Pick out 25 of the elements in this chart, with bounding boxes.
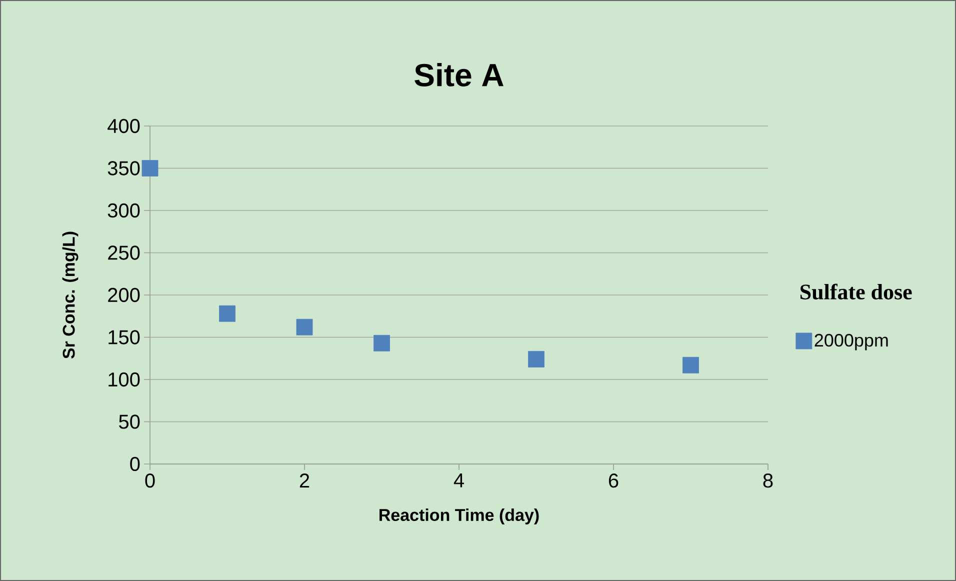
legend-title: Sulfate dose: [800, 284, 912, 300]
x-tick-label: 6: [608, 474, 618, 488]
chart-title: Site A: [414, 62, 504, 86]
y-tick-label: 300: [108, 203, 140, 218]
y-tick-label: 150: [108, 330, 140, 344]
x-tick-label: 0: [145, 474, 155, 488]
y-tick-label: 400: [108, 118, 140, 134]
x-tick-label: 8: [763, 474, 773, 488]
y-tick-label: 350: [108, 161, 140, 176]
y-tick-label: 100: [108, 372, 140, 387]
y-axis-title: Sr Conc. (mg/L): [62, 232, 78, 359]
y-tick-label: 0: [130, 456, 140, 472]
point: [682, 356, 699, 374]
legend-label: 2000ppm: [814, 334, 888, 350]
y-tick-label: 200: [108, 288, 140, 302]
y-tick-label: 50: [119, 414, 140, 429]
point: [528, 351, 544, 368]
point: [296, 318, 313, 336]
x-axis-title: Reaction Time (day): [380, 508, 539, 524]
point: [219, 305, 236, 322]
point: [142, 160, 158, 176]
x-tick-label: 4: [454, 474, 464, 488]
x-tick-label: 2: [300, 474, 310, 488]
y-tick-label: 250: [108, 246, 140, 260]
point: [374, 334, 390, 352]
